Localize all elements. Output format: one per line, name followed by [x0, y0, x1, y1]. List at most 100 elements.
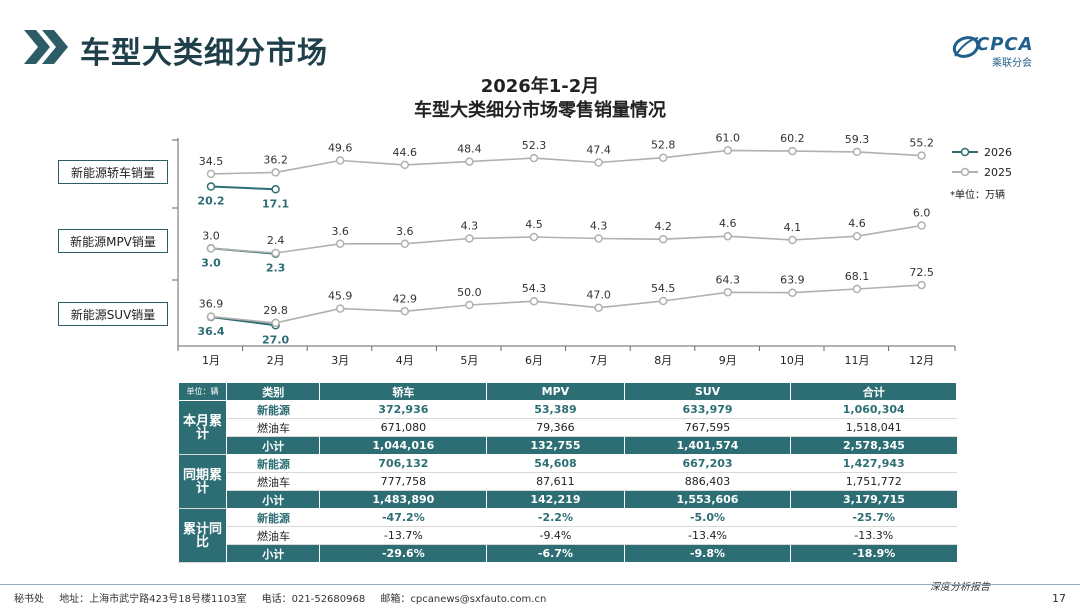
series-line-2025	[210, 284, 922, 324]
table-row-label: 小计	[225, 544, 320, 563]
report-label: 深度分析报告	[930, 582, 990, 593]
data-label-2025: 48.4	[457, 143, 482, 156]
table-header-total: 合计	[790, 382, 957, 401]
data-point-2025	[723, 146, 733, 155]
table-cell: 1,553,606	[623, 490, 791, 509]
data-label-2025: 47.4	[586, 144, 611, 157]
data-label-2025: 42.9	[393, 292, 418, 305]
data-point-2025	[271, 248, 280, 258]
page-number: 17	[1052, 592, 1066, 605]
sales-table: 单位：辆 类别 轿车 MPV SUV 合计 本月累计 新能源 372,936 53,3…	[178, 382, 957, 563]
data-point-2025	[465, 300, 474, 310]
legend-item-2025: 2025	[952, 162, 1012, 182]
table-cell: 372,936	[319, 400, 487, 419]
table-row: 燃油车 -13.7% -9.4% -13.4% -13.3%	[179, 526, 957, 545]
data-point-2025	[658, 234, 668, 244]
table-row-label: 新能源	[226, 508, 320, 527]
data-label-2025: 64.3	[716, 273, 741, 286]
data-label-2025: 3.0	[202, 229, 220, 242]
table-row-label: 燃油车	[226, 526, 320, 545]
data-point-2025	[465, 234, 474, 243]
x-tick-label: 12月	[909, 354, 934, 367]
data-label-2025: 4.1	[784, 221, 802, 234]
data-label-2025: 4.5	[525, 218, 543, 231]
table-row: 小计 -29.6% -6.7% -9.8% -18.9%	[179, 544, 957, 563]
data-point-2025	[206, 169, 216, 179]
x-tick-label: 2月	[267, 354, 285, 367]
series-line-2025	[210, 149, 922, 175]
x-tick-label: 1月	[202, 354, 220, 367]
legend-label-2026: 2026	[984, 145, 1012, 159]
x-tick-label: 9月	[719, 354, 737, 367]
table-cell: 2,578,345	[790, 436, 957, 455]
data-label-2025: 49.6	[328, 142, 353, 155]
data-label-2026: 2.3	[266, 262, 286, 275]
data-point-2025	[335, 239, 345, 249]
x-tick-label: 11月	[845, 354, 870, 367]
legend-item-2026: 2026	[952, 142, 1012, 162]
footer-secretariat: 秘书处	[14, 594, 44, 605]
legend-label-2025: 2025	[984, 165, 1012, 179]
table-row: 小计 1,044,016 132,755 1,401,574 2,578,345	[179, 436, 957, 455]
table-cell: -2.2%	[486, 508, 625, 527]
data-label-2025: 47.0	[586, 289, 611, 302]
data-label-2025: 61.0	[716, 131, 741, 144]
panel-label-suv: 新能源SUV销量	[58, 302, 168, 326]
table-row: 本月累计 新能源 372,936 53,389 633,979 1,060,304	[178, 400, 957, 455]
table-cell: 886,403	[624, 472, 791, 491]
table-cell: 132,755	[486, 436, 625, 455]
table-cell: 79,366	[486, 418, 625, 437]
data-label-2025: 2.4	[267, 234, 285, 247]
data-point-2025	[206, 312, 216, 321]
table-cell: 1,518,041	[790, 418, 957, 437]
data-label-2026: 27.0	[262, 333, 289, 346]
table-cell: -29.6%	[319, 544, 487, 563]
table-header-sedan: 轿车	[319, 382, 488, 401]
table-unit: 单位：辆	[178, 382, 227, 401]
data-point-2026	[271, 185, 280, 194]
table-group-label: 累计同比	[178, 508, 227, 563]
table-row-label: 小计	[225, 490, 320, 509]
data-label-2025: 54.3	[522, 282, 547, 295]
data-label-2025: 3.6	[396, 225, 414, 238]
data-point-2025	[658, 153, 668, 162]
table-row: 燃油车 671,080 79,366 767,595 1,518,041	[179, 418, 957, 437]
legend-swatch-2025	[952, 167, 978, 177]
table-group-text: 本月累计	[182, 413, 222, 442]
data-point-2025	[723, 288, 733, 297]
footer-email: 邮箱：cpcanews@sxfauto.com.cn	[380, 594, 547, 605]
data-label-2025: 52.8	[651, 139, 676, 152]
x-tick-label: 3月	[331, 354, 349, 367]
table-cell: 1,427,943	[790, 454, 957, 473]
data-label-2025: 6.0	[913, 207, 931, 220]
data-point-2025	[529, 296, 539, 306]
table-cell: -6.7%	[486, 544, 625, 563]
table-group-text: 同期累计	[182, 467, 222, 496]
footer: 秘书处 地址：上海市武宁路423号18号楼1103室 电话：021-526809…	[14, 590, 558, 605]
panel-label-mpv: 新能源MPV销量	[58, 229, 168, 253]
table-cell: 1,401,574	[623, 436, 791, 455]
data-point-2025	[788, 235, 797, 245]
table-cell: 142,219	[486, 490, 625, 509]
table-header-row: 单位：辆 类别 轿车 MPV SUV 合计	[178, 382, 957, 401]
data-point-2025	[788, 288, 797, 297]
cpca-logo: CPCA 乘联分会	[952, 30, 1062, 70]
data-point-2025	[658, 296, 668, 306]
data-point-2025	[852, 147, 862, 157]
table-cell: -13.3%	[790, 526, 957, 545]
unit-note: *单位：万辆	[950, 190, 1005, 201]
data-point-2025	[271, 168, 280, 177]
data-point-2025	[271, 318, 280, 328]
x-tick-label: 7月	[590, 354, 608, 367]
table-cell: 671,080	[319, 418, 487, 437]
table-cell: 1,751,772	[790, 472, 957, 491]
table-row: 同期累计 新能源 706,132 54,608 667,203 1,427,943	[178, 454, 957, 509]
table-cell: 667,203	[624, 454, 791, 473]
data-label-2025: 4.3	[590, 220, 608, 233]
data-point-2025	[917, 151, 926, 160]
series-line-2025	[210, 224, 922, 254]
data-label-2025: 36.2	[263, 153, 288, 166]
chart-title: 2026年1-2月	[480, 76, 600, 97]
table-header-suv: SUV	[623, 382, 792, 401]
table-cell: -13.4%	[624, 526, 791, 545]
